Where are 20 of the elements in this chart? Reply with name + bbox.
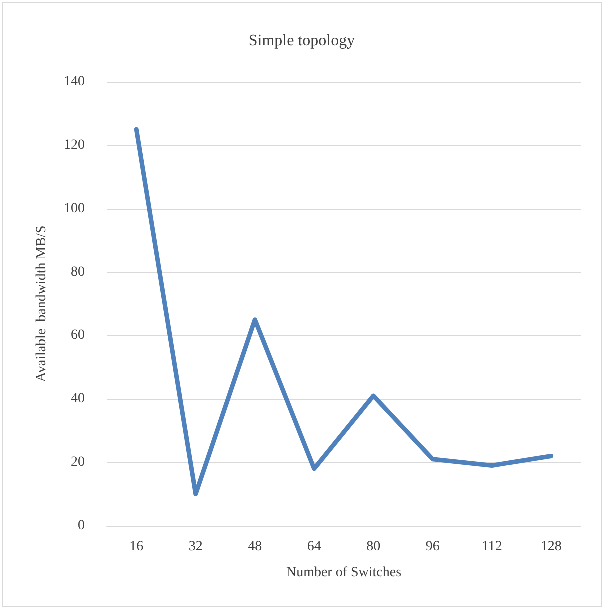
y-tick-label: 20 [71, 455, 85, 470]
x-tick-label: 48 [248, 540, 262, 554]
x-tick-label: 128 [540, 540, 562, 554]
x-tick-label: 80 [366, 540, 381, 554]
x-tick-label: 112 [482, 540, 502, 554]
y-tick-label: 80 [71, 264, 85, 280]
chart-title: Simple topology [248, 32, 356, 50]
x-tick-label: 96 [426, 540, 440, 554]
y-tick-label: 100 [64, 201, 85, 216]
x-tick-label: 64 [307, 540, 322, 554]
y-tick-label: 60 [71, 328, 85, 344]
x-tick-label: 32 [188, 540, 203, 554]
y-tick-label: 0 [78, 518, 85, 534]
line-series [134, 127, 554, 497]
y-tick-label: 140 [64, 74, 85, 90]
y-tick-label: 40 [71, 392, 85, 407]
x-tick-label: 16 [130, 540, 144, 554]
y-tick-label: 120 [64, 138, 85, 153]
y-axis-title: Available bandwidth MB/S [34, 226, 50, 382]
x-axis-title: Number of Switches [286, 566, 402, 580]
